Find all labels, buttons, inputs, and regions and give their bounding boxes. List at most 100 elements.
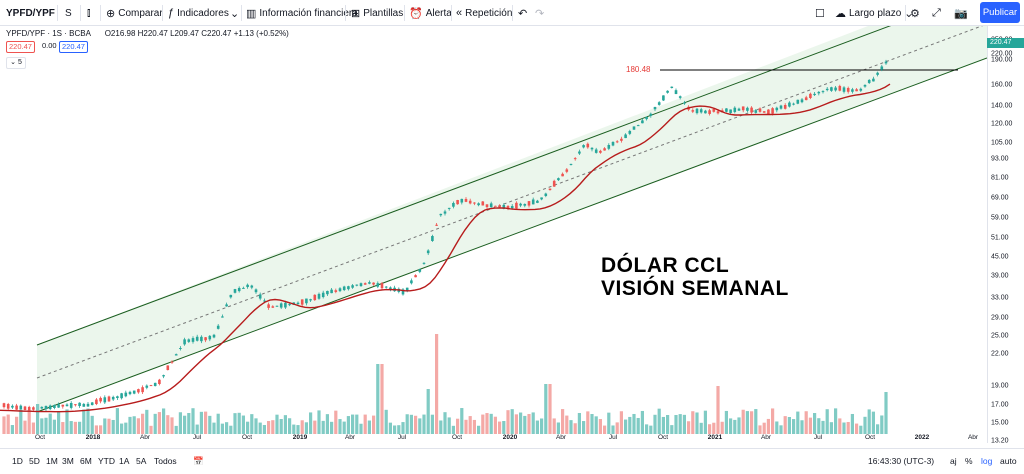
range-1m[interactable]: 1M xyxy=(46,456,58,466)
last-price-label: 220.47 xyxy=(987,38,1024,48)
log-toggle[interactable]: log xyxy=(981,456,993,466)
range-ytd[interactable]: YTD xyxy=(98,456,115,466)
range-1d[interactable]: 1D xyxy=(12,456,23,466)
candle-body xyxy=(578,151,581,154)
symbol-search[interactable]: YPFD/YPF xyxy=(6,7,55,19)
fullscreen-button[interactable]: ⤢ xyxy=(932,3,944,23)
range-todos[interactable]: Todos xyxy=(154,456,177,466)
candle-body xyxy=(401,289,405,295)
candle-body xyxy=(111,396,115,400)
candle-body xyxy=(338,288,342,292)
candle-body xyxy=(208,335,212,340)
price-axis[interactable]: 250.00220.00190.00160.00140.00120.00105.… xyxy=(987,26,1024,462)
range-6m[interactable]: 6M xyxy=(80,456,92,466)
candle-body xyxy=(275,305,279,307)
volume-bar xyxy=(519,412,523,434)
publish-button[interactable]: Publicar xyxy=(980,2,1020,23)
candle-body xyxy=(145,385,149,388)
time-tick: 2018 xyxy=(85,434,101,441)
percent-toggle[interactable]: % xyxy=(965,456,973,466)
buy-price-badge[interactable]: 220.47 xyxy=(59,41,88,53)
candle-body xyxy=(254,289,258,293)
volume-bar xyxy=(220,423,224,434)
candle-body xyxy=(464,198,468,202)
redo-button[interactable]: ↷ xyxy=(535,3,547,23)
volume-bar xyxy=(401,422,405,434)
price-tick: 69.00 xyxy=(991,194,1009,202)
time-tick: 2021 xyxy=(707,434,723,441)
candle-body xyxy=(750,107,753,113)
snapshot-button[interactable]: 📷 xyxy=(954,3,971,23)
candle-body xyxy=(174,354,178,356)
candle-body xyxy=(78,402,81,407)
volume-bar xyxy=(279,419,283,434)
candle-body xyxy=(867,79,871,83)
volume-bar xyxy=(132,416,136,434)
overlay-line-2: VISIÓN SEMANAL xyxy=(601,277,789,300)
volume-bar xyxy=(498,421,502,434)
undo-button[interactable]: ↶ xyxy=(518,3,530,23)
adjust-toggle[interactable]: aj xyxy=(950,456,957,466)
candle-body xyxy=(825,88,829,91)
volume-bar xyxy=(31,422,35,434)
volume-bar xyxy=(19,409,23,434)
legend-collapse-toggle[interactable]: ⌄ 5 xyxy=(6,57,26,69)
regression-channel xyxy=(37,26,987,412)
candle-body xyxy=(137,389,140,393)
chart-style-button[interactable]: ⫾ xyxy=(87,3,94,23)
volume-bar xyxy=(577,412,581,434)
indicators-dropdown[interactable]: ⌄ xyxy=(230,3,242,23)
candle-body xyxy=(351,285,354,288)
indicators-button[interactable]: ƒ Indicadores xyxy=(168,7,229,19)
candle-body xyxy=(624,134,627,139)
time-axis[interactable]: Oct 2018 Abr Jul Oct 2019 Abr Jul Oct 2020 Abr Jul O… xyxy=(0,434,987,446)
candle-body xyxy=(674,90,678,95)
candle-body xyxy=(830,87,833,91)
range-3m[interactable]: 3M xyxy=(62,456,74,466)
volume-bar xyxy=(40,418,44,434)
price-tick: 51.00 xyxy=(991,234,1009,242)
clock[interactable]: 16:43:30 (UTC-3) xyxy=(868,456,935,466)
financials-button[interactable]: ▥ Información financiera xyxy=(246,7,358,20)
alert-button[interactable]: ⏰ Alerta xyxy=(409,7,452,20)
candle-body xyxy=(187,339,191,342)
templates-button[interactable]: ⊞ Plantillas xyxy=(351,7,404,20)
candle-body xyxy=(82,403,86,407)
auto-toggle[interactable]: auto xyxy=(1000,456,1017,466)
candle-body xyxy=(649,113,653,116)
time-tick: Jul xyxy=(813,434,823,441)
candle-body xyxy=(762,111,766,113)
candle-body xyxy=(586,143,590,148)
volume-bar xyxy=(275,414,279,434)
candle-body xyxy=(540,197,543,200)
volume-bar xyxy=(800,420,804,434)
select-layout-button[interactable]: ☐ xyxy=(815,3,828,23)
compare-button[interactable]: ⊕ Comparar xyxy=(106,7,163,20)
range-5d[interactable]: 5D xyxy=(29,456,40,466)
volume-bar xyxy=(208,415,212,434)
date-range-button[interactable]: 📅 xyxy=(193,456,204,467)
time-tick: Abr xyxy=(760,434,772,441)
volume-bar xyxy=(124,422,128,434)
volume-bar xyxy=(716,386,720,434)
candle-body xyxy=(758,108,762,112)
volume-bar xyxy=(262,424,266,434)
range-1a[interactable]: 1A xyxy=(119,456,130,466)
volume-bar xyxy=(170,417,174,434)
replay-button[interactable]: «Repetición xyxy=(456,7,513,19)
candle-body xyxy=(23,406,27,410)
volume-bar xyxy=(565,415,569,434)
range-5a[interactable]: 5A xyxy=(136,456,147,466)
interval-button[interactable]: S xyxy=(65,7,72,19)
chart-plot-area[interactable]: 180.48 xyxy=(0,26,987,443)
volume-bar xyxy=(128,416,132,434)
time-tick: Oct xyxy=(864,434,876,441)
layout-menu[interactable]: ☁ Largo plazo ⌄ xyxy=(835,7,914,20)
settings-button[interactable]: ⚙ xyxy=(910,3,923,23)
volume-bar xyxy=(153,413,157,434)
volume-bar xyxy=(61,422,65,434)
sell-price-badge[interactable]: 220.47 xyxy=(6,41,35,53)
grid-icon: ⊞ xyxy=(351,7,361,20)
chevron-down-icon: ⌄ xyxy=(230,7,240,20)
volume-bar xyxy=(485,413,489,434)
